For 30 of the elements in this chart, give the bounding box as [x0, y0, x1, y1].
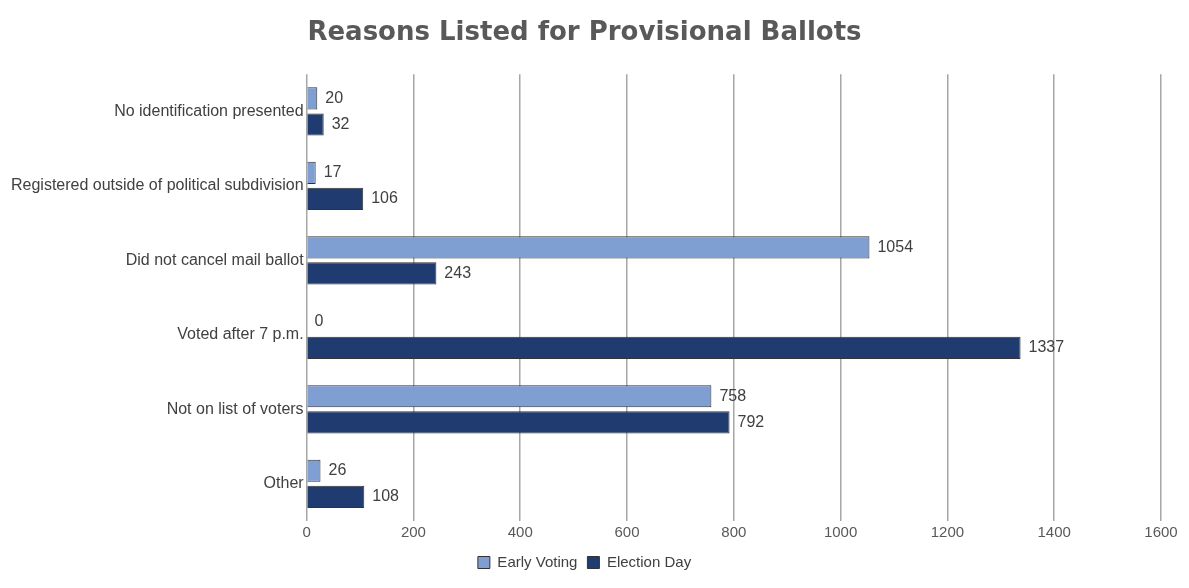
x-tick-label: 600 [614, 523, 640, 541]
y-tick-label: Did not cancel mail ballot [125, 250, 305, 268]
x-tick-label: 0 [302, 523, 311, 541]
data-label: 1054 [877, 237, 914, 255]
data-label: 20 [325, 88, 344, 106]
data-label: 0 [314, 312, 324, 330]
data-label: 32 [331, 114, 350, 132]
data-label: 106 [371, 189, 399, 207]
legend-label: Early Voting [497, 552, 578, 570]
legend-label: Election Day [606, 552, 692, 570]
y-tick-label: Registered outside of political subdivision [11, 176, 304, 194]
x-tick-label: 1200 [930, 523, 965, 541]
y-tick-label: Other [263, 474, 305, 492]
data-label: 1337 [1028, 338, 1065, 356]
data-label: 108 [372, 487, 400, 505]
y-tick-label: Not on list of voters [166, 399, 304, 417]
data-label: 26 [328, 461, 347, 479]
data-label: 758 [719, 386, 747, 404]
data-label: 243 [444, 263, 472, 281]
chart-title: Reasons Listed for Provisional Ballots [307, 16, 862, 47]
x-tick-label: 800 [721, 523, 747, 541]
y-tick-label: No identification presented [114, 101, 304, 119]
data-label: 17 [323, 163, 342, 181]
x-tick-label: 1600 [1144, 523, 1178, 541]
x-tick-label: 200 [400, 523, 426, 541]
data-label: 792 [737, 412, 765, 430]
x-tick-label: 1400 [1037, 523, 1071, 541]
x-tick-label: 1000 [823, 523, 858, 541]
y-tick-label: Voted after 7 p.m. [177, 325, 304, 343]
x-tick-label: 400 [507, 523, 533, 541]
